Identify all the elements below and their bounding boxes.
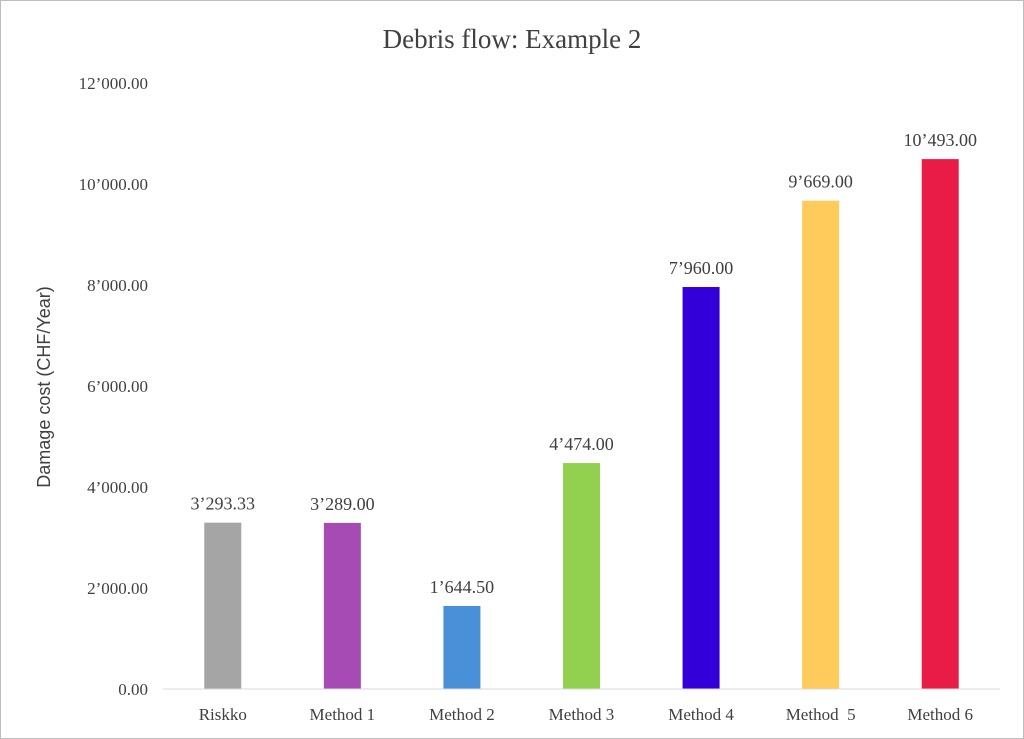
x-tick-label: Method 1 <box>310 705 376 724</box>
bar <box>682 287 720 689</box>
x-axis-ticks: Riskko Method 1 Method 2 Method 3 Method 4 Me… <box>199 705 973 724</box>
y-tick-label: 0.00 <box>118 680 148 699</box>
data-label: 7’960.00 <box>669 258 734 278</box>
chart-title: Debris flow: Example 2 <box>383 24 642 54</box>
bar <box>204 522 242 689</box>
y-tick-label: 4’000.00 <box>87 478 148 497</box>
data-label: 3’289.00 <box>310 494 375 514</box>
y-tick-label: 10’000.00 <box>79 175 148 194</box>
bar <box>921 159 959 689</box>
data-label: 1’644.50 <box>430 577 495 597</box>
x-tick-label: Method 2 <box>429 705 495 724</box>
bar <box>802 200 840 689</box>
y-axis-ticks: 0.00 2’000.00 4’000.00 6’000.00 8’000.00 10’0… <box>79 74 148 699</box>
data-label: 10’493.00 <box>903 130 977 150</box>
bars <box>204 159 959 689</box>
bar <box>443 605 481 689</box>
x-tick-label: Method 3 <box>549 705 615 724</box>
x-tick-label: Method 5 <box>786 705 856 724</box>
data-label: 9’669.00 <box>788 172 853 192</box>
y-tick-label: 8’000.00 <box>87 276 148 295</box>
data-label: 3’293.33 <box>191 494 256 514</box>
data-label: 4’474.00 <box>549 434 614 454</box>
data-labels: 3’293.33 3’289.00 1’644.50 4’474.00 7’960.00… <box>191 130 977 597</box>
bar <box>323 522 361 689</box>
x-tick-label: Method 4 <box>668 705 734 724</box>
x-tick-label: Method 6 <box>907 705 973 724</box>
y-tick-label: 2’000.00 <box>87 579 148 598</box>
x-tick-label: Riskko <box>199 705 247 724</box>
y-tick-label: 12’000.00 <box>79 74 148 93</box>
bar <box>563 463 600 689</box>
y-axis-label: Damage cost (CHF/Year) <box>34 286 54 487</box>
y-tick-label: 6’000.00 <box>87 377 148 396</box>
